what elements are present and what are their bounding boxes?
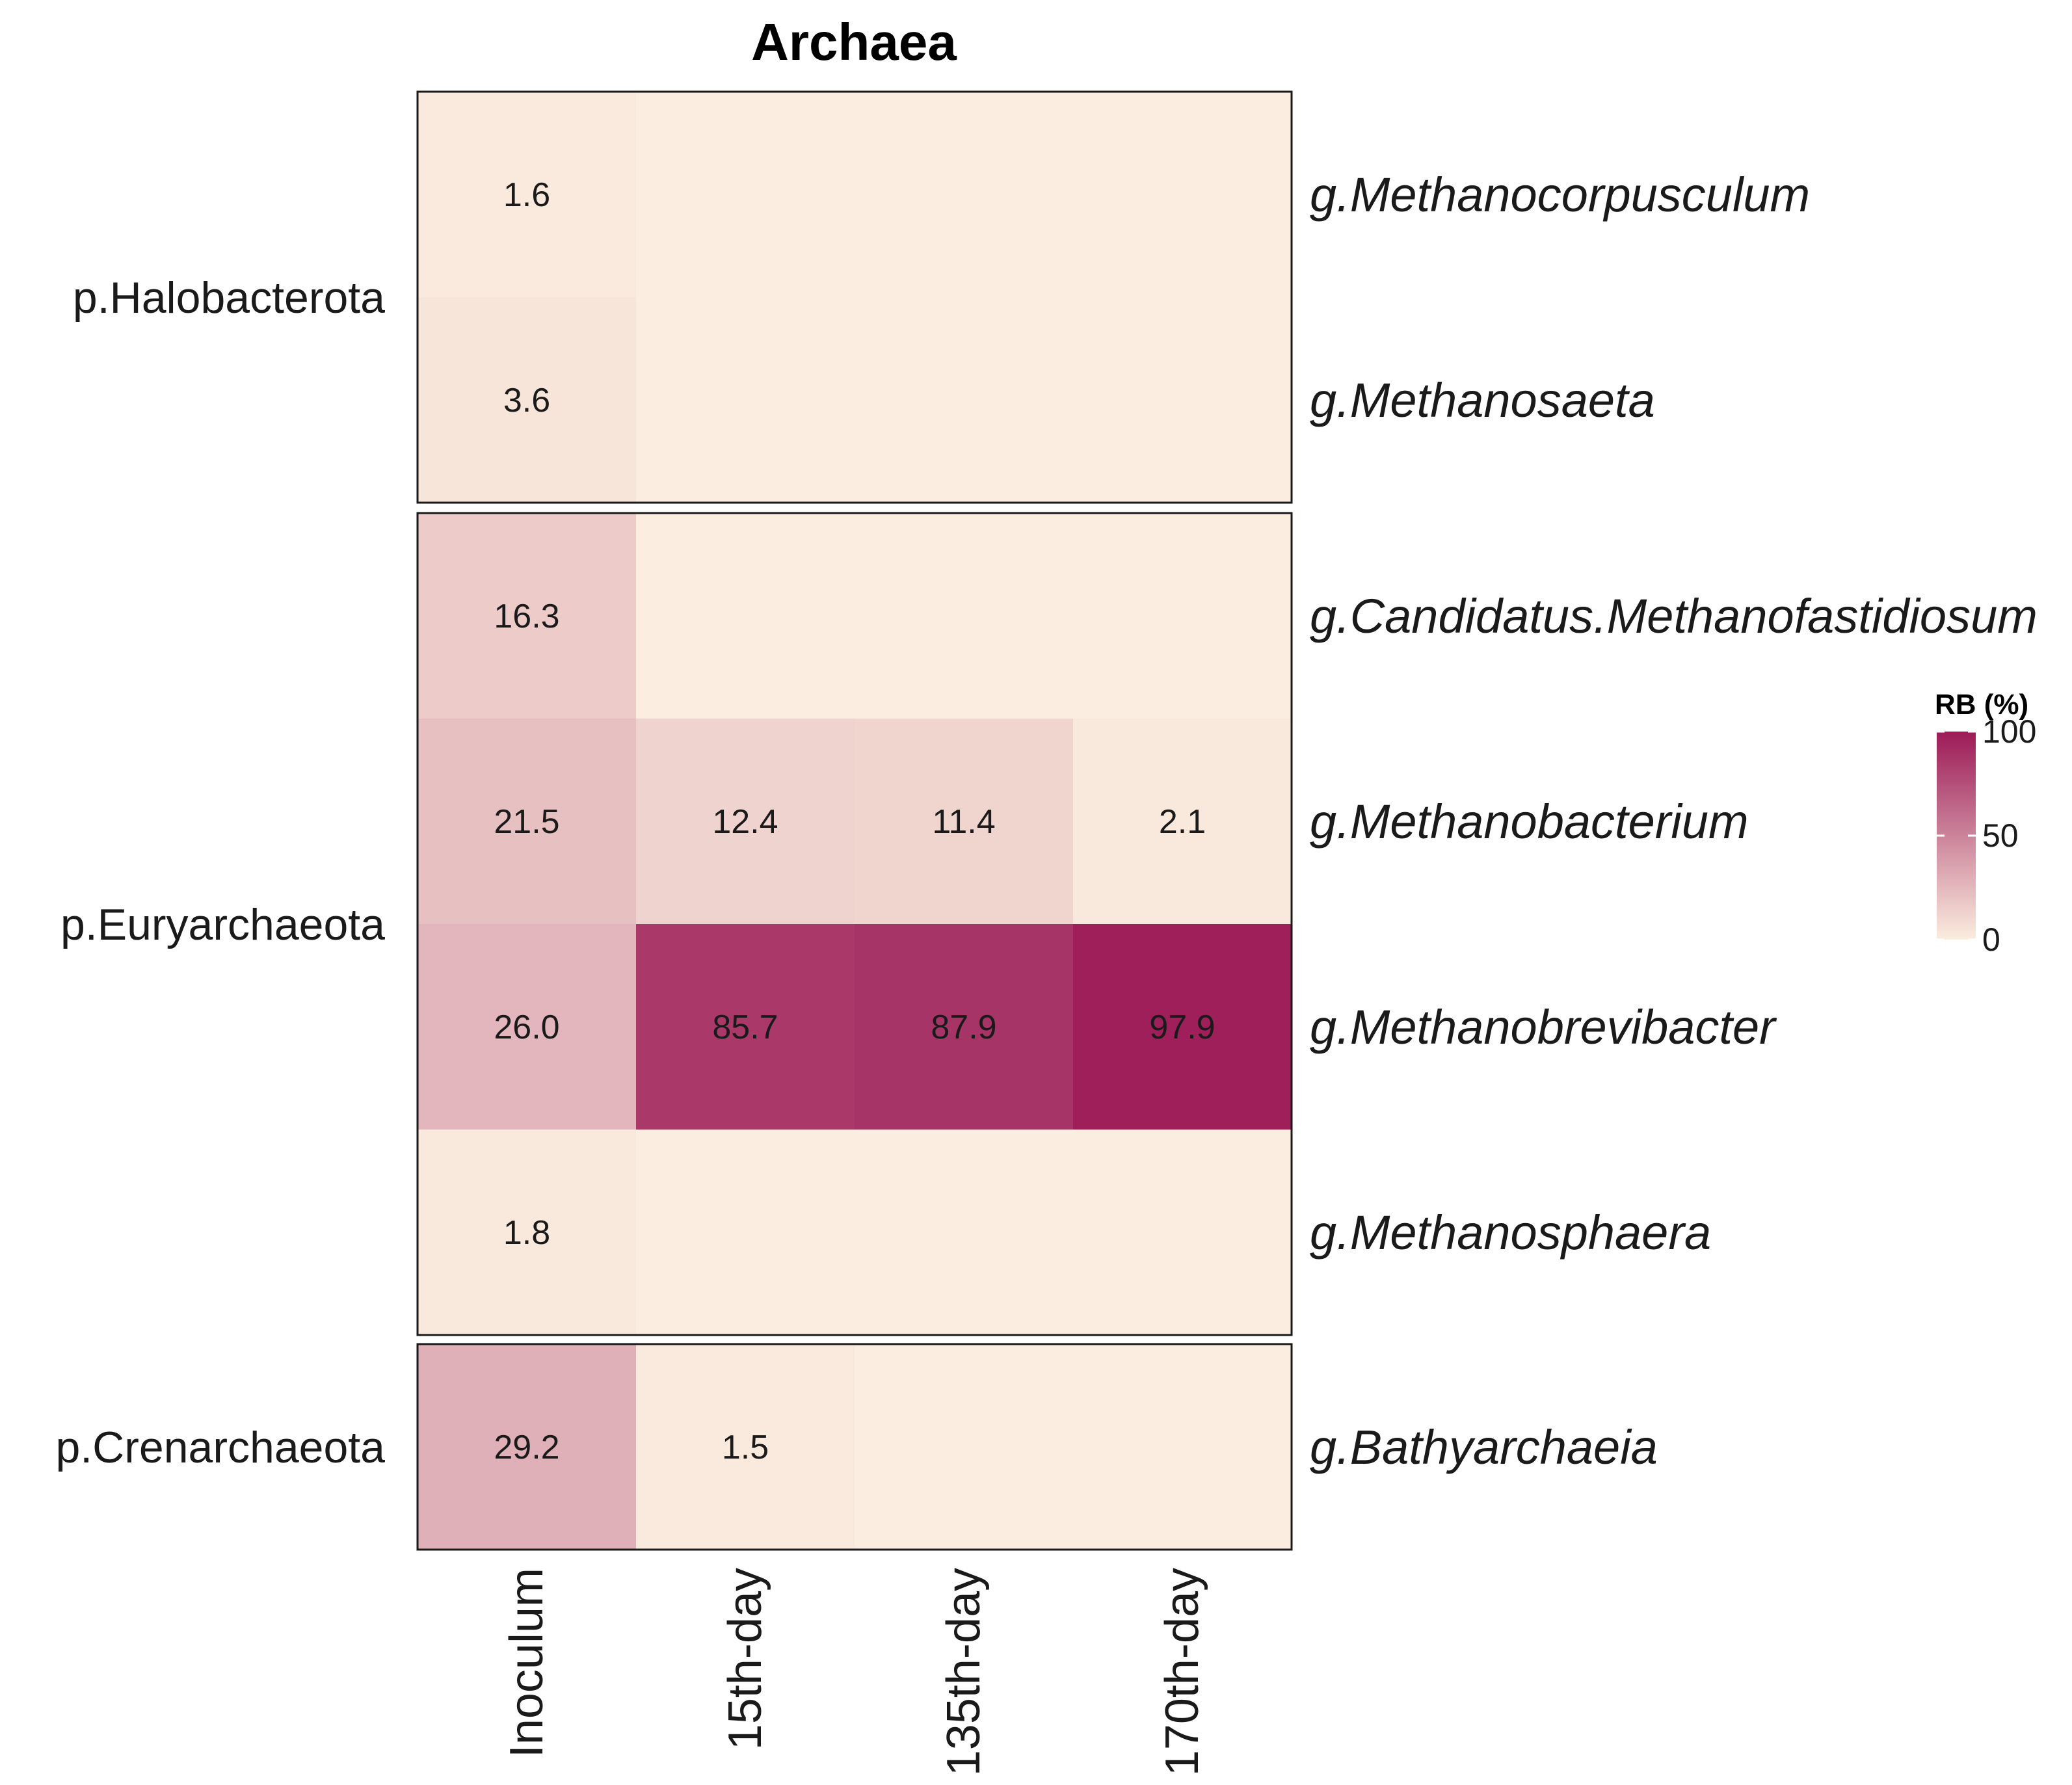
x-tick-label: 135th-day <box>938 1568 990 1776</box>
cell-value: 11.4 <box>932 803 995 841</box>
x-tick-label: 15th-day <box>719 1568 771 1750</box>
cell-value: 26.0 <box>494 1009 559 1046</box>
cell-value: 16.3 <box>494 598 559 635</box>
cell-value: 29.2 <box>494 1429 559 1466</box>
genus-label: g.Bathyarchaeia <box>1310 1420 1658 1474</box>
heatmap-cell <box>636 513 855 719</box>
heatmap-cell <box>418 1130 637 1336</box>
heatmap-cell <box>418 719 637 925</box>
heatmap-cell <box>855 924 1074 1130</box>
heatmap-cell <box>1073 513 1292 719</box>
color-legend: RB (%) 0 50 100 <box>1935 689 2036 958</box>
facet-panel-border <box>416 512 1293 1336</box>
cell-value: 1.8 <box>503 1214 550 1252</box>
heatmap-cell <box>636 1130 855 1336</box>
facet-panels <box>416 90 1293 1551</box>
genus-label: g.Methanobrevibacter <box>1310 1000 1777 1054</box>
genus-labels: g.Methanocorpusculum g.Methanosaeta g.Cand… <box>1310 168 2038 1474</box>
legend-tick-label: 0 <box>1982 921 2000 958</box>
heatmap-cell <box>855 297 1074 503</box>
legend-tick-label: 100 <box>1982 713 2036 750</box>
heatmap-cell <box>418 297 637 503</box>
cell-value-labels: 1.6 3.6 16.3 21.5 12.4 11.4 2.1 26.0 85.7 87.9 97.… <box>494 176 1215 1466</box>
heatmap-cell <box>855 513 1074 719</box>
heatmap-cell <box>855 719 1074 925</box>
heatmap-cell <box>636 924 855 1130</box>
heatmap-cell <box>1073 1344 1292 1550</box>
heatmap-cell <box>855 1130 1074 1336</box>
facet-panel-border <box>416 1343 1293 1551</box>
genus-label: g.Methanosphaera <box>1310 1206 1711 1260</box>
heatmap-cell <box>636 719 855 925</box>
x-tick-label: Inoculum <box>501 1568 553 1758</box>
heatmap-cell <box>1073 92 1292 298</box>
legend-ticks: 0 50 100 <box>1937 713 2036 958</box>
heatmap-cell <box>1073 924 1292 1130</box>
phylum-label: p.Halobacterota <box>73 273 385 323</box>
phylum-labels: p.Halobacterota p.Euryarchaeota p.Crenarch… <box>55 273 385 1472</box>
cell-value: 97.9 <box>1149 1009 1215 1046</box>
heatmap-cell <box>855 1344 1074 1550</box>
heatmap-cell <box>636 1344 855 1550</box>
heatmap-cell <box>1073 719 1292 925</box>
genus-label: g.Methanocorpusculum <box>1310 168 1810 222</box>
heatmap-cell <box>418 1344 637 1550</box>
heatmap-cell <box>855 92 1074 298</box>
x-axis-ticks: Inoculum 15th-day 135th-day 170th-day <box>501 1568 1208 1776</box>
heatmap-cell <box>418 92 637 298</box>
cell-value: 3.6 <box>503 382 550 419</box>
heatmap-cell <box>1073 297 1292 503</box>
heatmap-cell <box>418 513 637 719</box>
genus-label: g.Candidatus.Methanofastidiosum <box>1310 589 2038 643</box>
heatmap-cell <box>636 92 855 298</box>
cell-value: 2.1 <box>1159 803 1206 841</box>
genus-label: g.Methanobacterium <box>1310 795 1749 849</box>
heatmap-cell <box>1073 1130 1292 1336</box>
phylum-label: p.Euryarchaeota <box>60 900 385 949</box>
cell-value: 87.9 <box>931 1009 996 1046</box>
cell-value: 1.6 <box>503 176 550 214</box>
cell-value: 21.5 <box>494 803 559 841</box>
facet-panel-border <box>416 90 1293 504</box>
heatmap-cells <box>418 92 1292 1550</box>
cell-value: 12.4 <box>712 803 778 841</box>
legend-tick-label: 50 <box>1982 817 2019 854</box>
x-tick-label: 170th-day <box>1156 1568 1208 1776</box>
genus-label: g.Methanosaeta <box>1310 373 1655 427</box>
heatmap-cell <box>636 297 855 503</box>
heatmap-cell <box>418 924 637 1130</box>
chart-title: Archaea <box>751 13 957 71</box>
cell-value: 1.5 <box>722 1429 769 1466</box>
cell-value: 85.7 <box>712 1009 778 1046</box>
phylum-label: p.Crenarchaeota <box>55 1423 385 1472</box>
legend-title: RB (%) <box>1935 689 2028 721</box>
